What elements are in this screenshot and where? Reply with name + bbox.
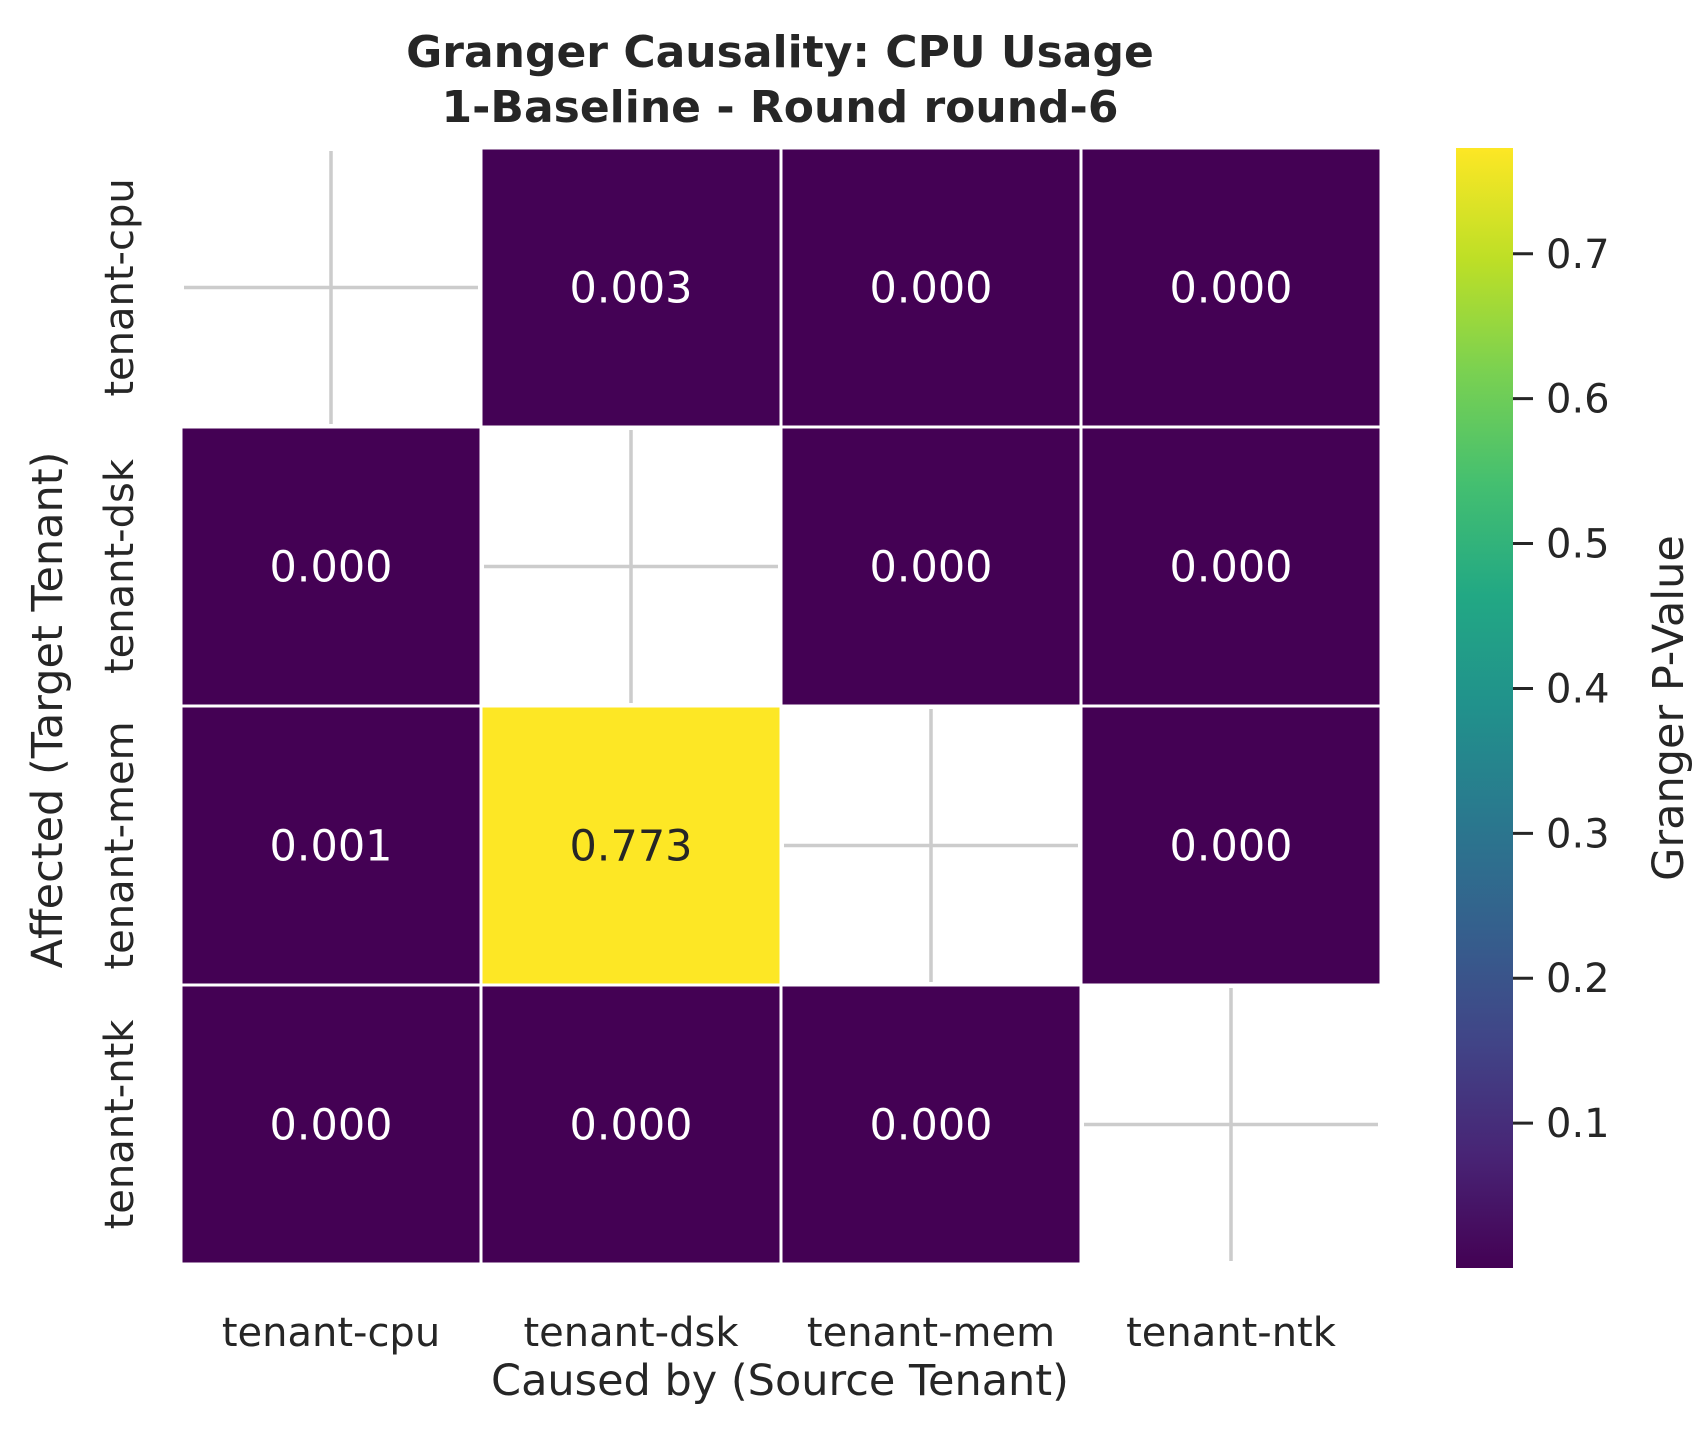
heatmap-cell-ntk-mem: [779, 983, 1083, 1266]
heatmap-cell-cpu-dsk: [479, 146, 783, 429]
heatmap-cell-ntk-dsk: [479, 983, 783, 1266]
heatmap-cells: 0.003 0.000 0.000 0.000 0.000 0.000 0.001 0.773…: [179, 146, 1383, 1266]
x-axis-label: Caused by (Source Tenant): [491, 1356, 1069, 1406]
y-tick-label-dsk: tenant-dsk: [97, 458, 143, 674]
cell-value-label-mem-cpu: 0.001: [269, 822, 392, 872]
chart-title-line2: 1-Baseline - Round round-6: [442, 82, 1119, 133]
colorbar-tick-label-0.3: 0.3: [1546, 811, 1610, 857]
heatmap-cell-dsk-cpu: [179, 425, 483, 708]
cell-value-label-mem-ntk: 0.000: [1169, 822, 1292, 872]
cell-value-label-dsk-ntk: 0.000: [1169, 543, 1292, 593]
x-tick-labels: tenant-cpu tenant-dsk tenant-mem tenant-ntk: [222, 1310, 1337, 1356]
x-tick-label-ntk: tenant-ntk: [1126, 1310, 1337, 1356]
y-axis-label: Affected (Target Tenant): [23, 452, 73, 969]
x-tick-label-cpu: tenant-cpu: [222, 1310, 440, 1356]
heatmap-cell-ntk-cpu: [179, 983, 483, 1266]
heatmap-cell-mem-ntk: [1079, 704, 1383, 987]
cell-value-label-ntk-mem: 0.000: [869, 1101, 992, 1151]
x-tick-label-dsk: tenant-dsk: [523, 1310, 739, 1356]
colorbar-tick-label-0.7: 0.7: [1546, 232, 1610, 278]
colorbar-ticks: 0.1 0.2 0.3 0.4 0.5 0.6 0.7: [1513, 232, 1610, 1147]
cell-value-label-dsk-mem: 0.000: [869, 543, 992, 593]
colorbar-tick-label-0.4: 0.4: [1546, 666, 1610, 712]
y-tick-label-mem: tenant-mem: [97, 721, 143, 969]
colorbar-tick-label-0.6: 0.6: [1546, 377, 1610, 423]
cell-value-label-cpu-mem: 0.000: [869, 264, 992, 314]
colorbar-tick-label-0.2: 0.2: [1546, 956, 1610, 1002]
y-tick-labels: tenant-cpu tenant-dsk tenant-mem tenant-ntk: [97, 178, 143, 1229]
chart-title-line1: Granger Causality: CPU Usage: [406, 27, 1154, 78]
heatmap-cell-cpu-mem: [779, 146, 1083, 429]
colorbar-tick-label-0.1: 0.1: [1546, 1101, 1610, 1147]
y-tick-label-cpu: tenant-cpu: [97, 178, 143, 396]
heatmap-cell-mem-dsk: [479, 704, 783, 987]
colorbar: [1456, 148, 1513, 1268]
colorbar-tick-label-0.5: 0.5: [1546, 522, 1610, 568]
heatmap-cell-cpu-ntk: [1079, 146, 1383, 429]
heatmap-cell-dsk-mem: [779, 425, 1083, 708]
cell-value-label-cpu-dsk: 0.003: [569, 264, 692, 314]
y-tick-label-ntk: tenant-ntk: [97, 1019, 143, 1230]
cell-value-label-dsk-cpu: 0.000: [269, 543, 392, 593]
cell-value-label-ntk-dsk: 0.000: [569, 1101, 692, 1151]
colorbar-label: Granger P-Value: [1644, 535, 1694, 881]
cell-value-label-mem-dsk: 0.773: [569, 822, 692, 872]
cell-value-label-ntk-cpu: 0.000: [269, 1101, 392, 1151]
cell-value-label-cpu-ntk: 0.000: [1169, 264, 1292, 314]
heatmap-cell-dsk-ntk: [1079, 425, 1383, 708]
x-tick-label-mem: tenant-mem: [807, 1310, 1055, 1356]
